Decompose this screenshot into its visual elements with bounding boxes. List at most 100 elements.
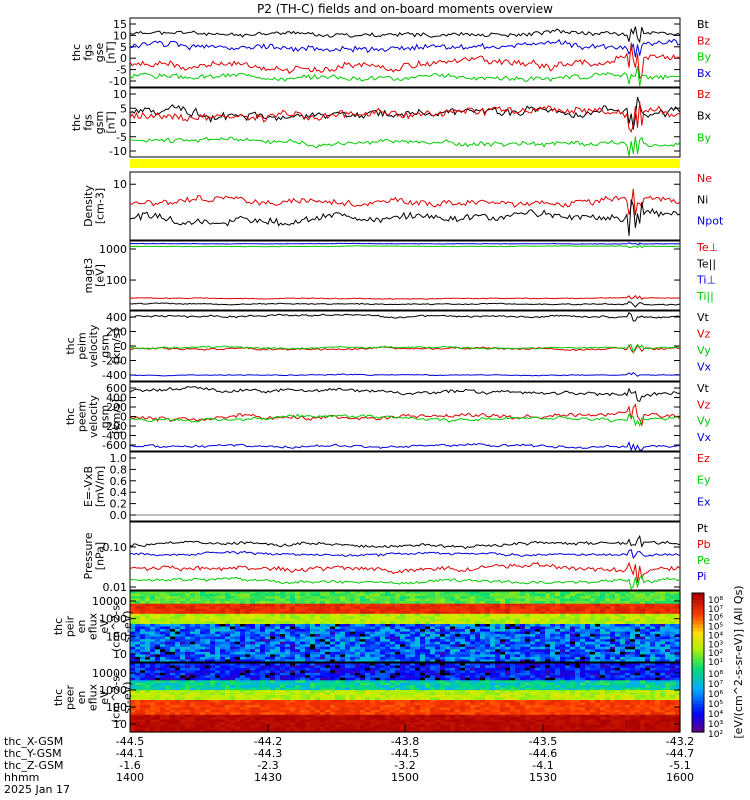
spectrogram-cell (200, 603, 206, 607)
spectrogram-cell (335, 624, 341, 628)
spectrogram-cell (200, 687, 206, 691)
spectrogram-cell (420, 591, 426, 595)
spectrogram-cell (395, 672, 401, 676)
spectrogram-cell (475, 665, 481, 669)
spectrogram-cell (565, 687, 571, 691)
spectrogram-cell (650, 687, 656, 691)
spectrogram-cell (315, 654, 321, 658)
spectrogram-cell (480, 665, 486, 669)
spectrogram-cell (515, 616, 521, 620)
spectrogram-cell (505, 636, 511, 640)
spectrogram-cell (170, 613, 176, 617)
spectrogram-cell (540, 613, 546, 617)
spectrogram-cell (455, 687, 461, 691)
spectrogram-cell (675, 651, 681, 655)
spectrogram-cell (535, 591, 541, 595)
spectrogram-cell (480, 649, 486, 653)
spectrogram-cell (335, 641, 341, 645)
spectrogram-cell (185, 697, 191, 701)
spectrogram-cell (415, 621, 421, 625)
spectrogram-cell (390, 641, 396, 645)
spectrogram-cell (440, 646, 446, 650)
spectrogram-cell (670, 659, 676, 663)
spectrogram-cell (405, 621, 411, 625)
spectrogram-cell (635, 606, 641, 610)
spectrogram-cell (580, 663, 586, 667)
spectrogram-cell (640, 646, 646, 650)
legend-Vt: Vt (697, 311, 710, 324)
spectrogram-cell (325, 596, 331, 600)
spectrogram-cell (370, 649, 376, 653)
spectrogram-cell (365, 591, 371, 595)
spectrogram-cell (520, 675, 526, 679)
spectrogram-cell (140, 644, 146, 648)
spectrogram-cell (505, 631, 511, 635)
spectrogram-cell (525, 646, 531, 650)
spectrogram-cell (375, 646, 381, 650)
spectrogram-cell (565, 685, 571, 689)
spectrogram-cell (130, 651, 136, 655)
spectrogram-cell (515, 651, 521, 655)
spectrogram-cell (445, 687, 451, 691)
spectrogram-cell (390, 675, 396, 679)
spectrogram-cell (260, 654, 266, 658)
spectrogram-cell (160, 618, 166, 622)
spectrogram-cell (150, 598, 156, 602)
spectrogram-cell (315, 621, 321, 625)
spectrogram-cell (180, 675, 186, 679)
spectrogram-cell (660, 682, 666, 686)
spectrogram-cell (230, 621, 236, 625)
spectrogram-cell (195, 646, 201, 650)
spectrogram-cell (400, 656, 406, 660)
spectrogram-cell (380, 618, 386, 622)
spectrogram-cell (335, 700, 341, 704)
spectrogram-cell (625, 591, 631, 595)
spectrogram-cell (505, 651, 511, 655)
spectrogram-cell (240, 700, 246, 704)
spectrogram-cell (300, 663, 306, 667)
spectrogram-cell (175, 593, 181, 597)
spectrogram-cell (650, 606, 656, 610)
spectrogram-cell (595, 672, 601, 676)
spectrogram-cell (430, 616, 436, 620)
spectrogram-cell (465, 687, 471, 691)
spectrogram-cell (620, 675, 626, 679)
spectrogram-cell (450, 631, 456, 635)
spectrogram-cell (450, 611, 456, 615)
spectrogram-cell (295, 649, 301, 653)
spectrogram-cell (610, 641, 616, 645)
spectrogram-cell (510, 598, 516, 602)
spectrogram-cell (275, 680, 281, 684)
spectrogram-cell (560, 596, 566, 600)
y-axis-label: en (75, 620, 88, 634)
spectrogram-cell (305, 603, 311, 607)
spectrogram-cell (645, 646, 651, 650)
spectrogram-cell (620, 649, 626, 653)
spectrogram-cell (460, 613, 466, 617)
spectrogram-cell (140, 690, 146, 694)
spectrogram-cell (300, 672, 306, 676)
spectrogram-cell (530, 675, 536, 679)
spectrogram-cell (225, 649, 231, 653)
spectrogram-cell (535, 631, 541, 635)
spectrogram-cell (465, 690, 471, 694)
spectrogram-cell (305, 656, 311, 660)
spectrogram-cell (545, 670, 551, 674)
spectrogram-cell (585, 682, 591, 686)
spectrogram-cell (365, 639, 371, 643)
spectrogram-cell (320, 680, 326, 684)
spectrogram-cell (570, 621, 576, 625)
spectrogram-cell (475, 685, 481, 689)
spectrogram-cell (375, 687, 381, 691)
spectrogram-cell (170, 670, 176, 674)
spectrogram-cell (295, 690, 301, 694)
spectrogram-cell (215, 606, 221, 610)
spectrogram-cell (675, 616, 681, 620)
spectrogram-cell (260, 672, 266, 676)
spectrogram-cell (505, 601, 511, 605)
spectrogram-cell (675, 649, 681, 653)
spectrogram-cell (285, 659, 291, 663)
spectrogram-cell (290, 613, 296, 617)
spectrogram-cell (565, 624, 571, 628)
spectrogram-cell (260, 675, 266, 679)
